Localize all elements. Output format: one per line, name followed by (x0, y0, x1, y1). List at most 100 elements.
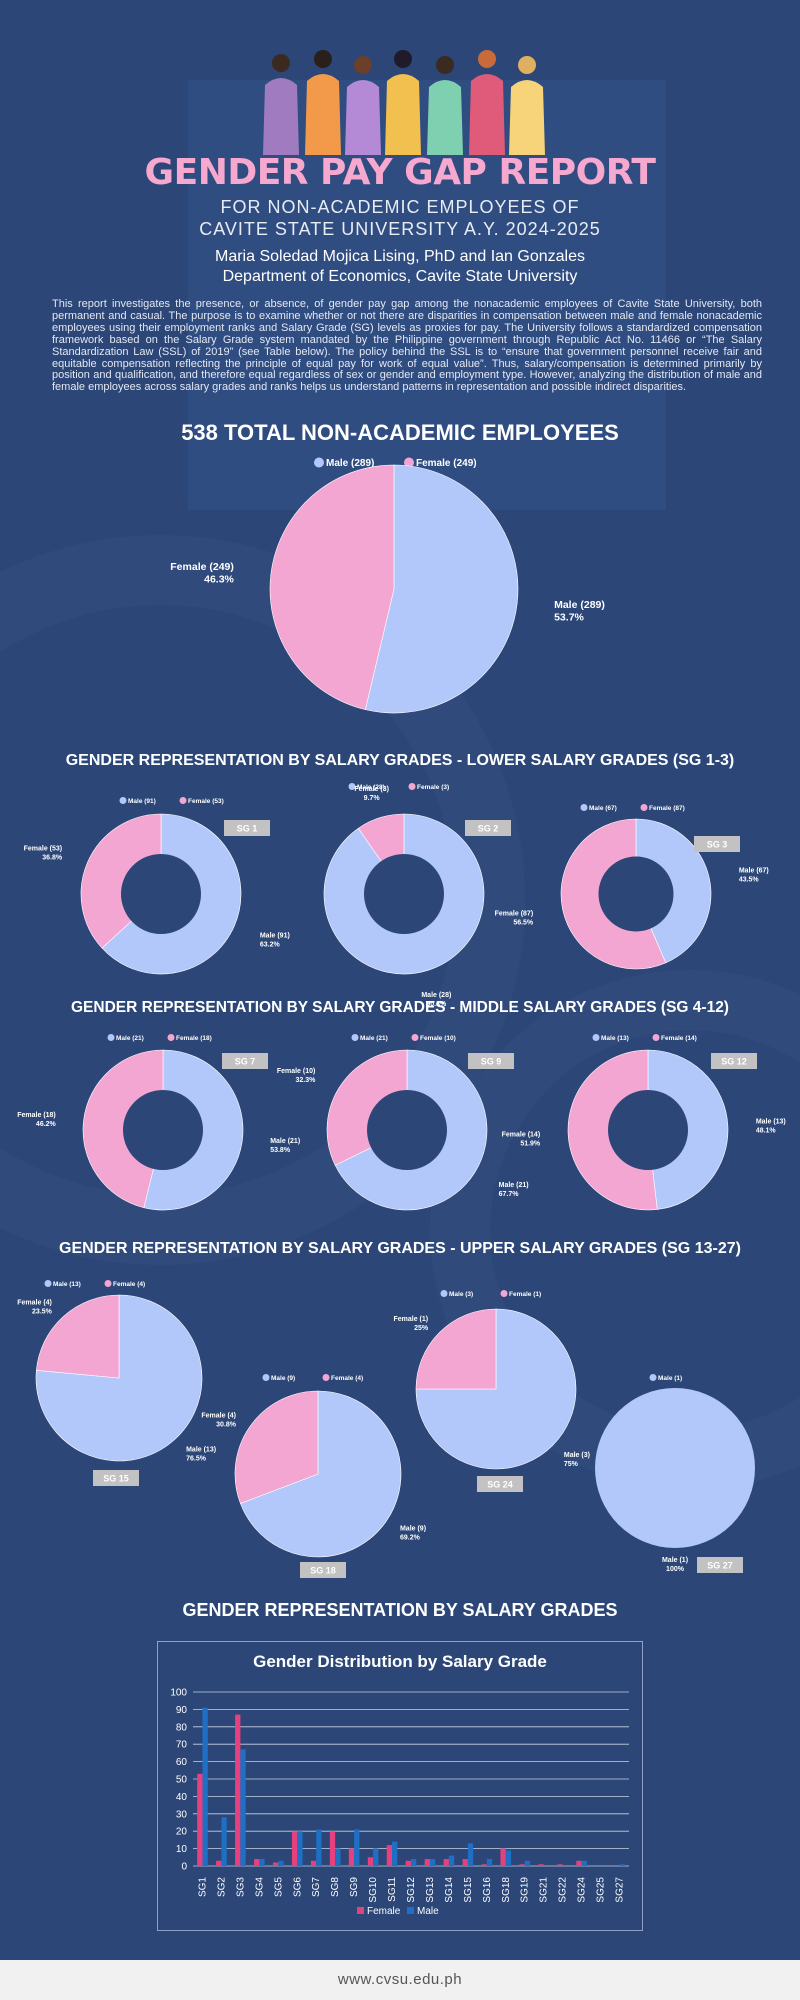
bar-female (481, 1864, 487, 1866)
pie-slice-male (364, 464, 519, 714)
pie-slice-male (595, 1388, 755, 1548)
slice-percent: 43.5% (739, 877, 760, 884)
legend-swatch (107, 1034, 115, 1041)
x-tick-label: SG21 (539, 1877, 550, 1903)
sg-badge (694, 836, 740, 852)
bar-male (411, 1859, 417, 1866)
slice-percent: 48.1% (756, 1128, 777, 1135)
donut-hole (598, 856, 674, 932)
bar-female (462, 1859, 468, 1866)
bar-chart: Gender Distribution by Salary Grade 0 10 20… (170, 1652, 629, 1917)
pie-chart-3: Male (67) Female (87) Male (67) 43.5% Female… (495, 804, 769, 970)
authors-line1: Maria Soledad Mojica Lising, PhD and Ian… (215, 248, 585, 265)
bar-male (505, 1850, 512, 1866)
slice-percent: 30.8% (216, 1421, 237, 1428)
bar-legend-swatch (357, 1907, 364, 1914)
y-tick-label: 30 (176, 1809, 188, 1820)
slice-percent: 53.7% (554, 611, 584, 623)
footer-url[interactable]: www.cvsu.edu.ph (0, 1960, 800, 2000)
slice-label: Male (3) (564, 1452, 590, 1459)
pie-slice-female (415, 1308, 497, 1390)
legend-swatch (262, 1374, 270, 1381)
y-tick-label: 80 (176, 1722, 188, 1733)
pie-chart-8: Male (9) Female (4) Male (9) 69.2% Female (4… (201, 1374, 426, 1578)
legend-swatch (411, 1034, 419, 1041)
total-employees-title: 538 TOTAL NON-ACADEMIC EMPLOYEES (181, 420, 619, 445)
legend-label: Female (18) (176, 1035, 212, 1042)
legend-swatch (119, 797, 127, 804)
sg-badge (468, 1053, 514, 1069)
legend-swatch (104, 1280, 112, 1287)
pie-chart-2: Male (28) Female (3)Male (28)90.3%Female … (323, 783, 511, 1008)
x-tick-label: SG13 (425, 1877, 436, 1903)
bar-legend-label: Female (367, 1906, 401, 1917)
slice-percent: 25% (414, 1325, 429, 1332)
x-tick-label: SG6 (292, 1877, 303, 1897)
bar-female (500, 1848, 506, 1866)
legend-label: Female (14) (661, 1035, 697, 1042)
bar-male (278, 1860, 284, 1866)
sg-badge-label: SG 24 (487, 1480, 513, 1490)
bar-male (202, 1707, 208, 1866)
x-tick-label: SG1 (197, 1877, 208, 1897)
x-tick-label: SG10 (368, 1877, 379, 1903)
report-subtitle-line2: CAVITE STATE UNIVERSITY A.Y. 2024-2025 (199, 219, 601, 239)
sg-badge-label: SG 9 (481, 1057, 502, 1067)
y-tick-label: 10 (176, 1844, 188, 1855)
x-tick-label: SG4 (254, 1877, 265, 1897)
slice-percent: 46.3% (204, 574, 234, 586)
bar-male (335, 1848, 341, 1866)
bar-female (443, 1859, 449, 1866)
bar-female (291, 1831, 298, 1866)
pie-slice-female (36, 1294, 120, 1379)
bar-female (367, 1857, 374, 1866)
pie-chart-10: Male (1) Male (1) 100% SG 27 (595, 1374, 755, 1573)
y-tick-label: 70 (176, 1740, 188, 1751)
sg-badge (711, 1053, 757, 1069)
slice-label: Male (13) (756, 1119, 786, 1126)
pie-chart-4: Male (21) Female (18) Male (21) 53.8% Female… (17, 1034, 300, 1211)
legend-swatch (592, 1034, 600, 1041)
bar-female (538, 1864, 544, 1866)
bar-female (557, 1864, 563, 1866)
sg-badge (93, 1470, 139, 1486)
slice-label: Male (67) (739, 868, 769, 875)
x-tick-label: SG2 (216, 1877, 227, 1897)
slice-label: Female (18) (17, 1112, 56, 1119)
x-tick-label: SG27 (615, 1877, 626, 1903)
all-grades-title: GENDER REPRESENTATION BY SALARY GRADES (182, 1600, 618, 1620)
bar-female (576, 1860, 582, 1866)
bar-female (216, 1860, 222, 1866)
slice-percent: 67.7% (499, 1191, 520, 1198)
pie-chart-0: Male (289) Female (249)Male (289)53.7%Fem… (170, 457, 605, 714)
legend-swatch (404, 457, 414, 468)
slice-percent: 9.7% (364, 795, 381, 802)
slice-label: Male (9) (400, 1526, 426, 1533)
bar-male (373, 1848, 379, 1866)
y-tick-label: 60 (176, 1757, 188, 1768)
pie-chart-1: Male (91) Female (53) Male (91) 63.2% Female… (24, 797, 290, 975)
pie-chart-6: Male (13) Female (14) Male (13) 48.1% Female… (502, 1034, 786, 1211)
slice-label: Female (3) (354, 786, 389, 793)
legend-swatch (314, 457, 324, 468)
sg-badge (300, 1562, 346, 1578)
slice-label: Female (4) (17, 1299, 52, 1306)
x-tick-label: SG3 (235, 1877, 246, 1897)
pie-slice-male (647, 1049, 729, 1210)
x-tick-label: SG25 (596, 1877, 607, 1903)
y-tick-label: 100 (170, 1688, 187, 1699)
slice-label: Male (289) (554, 599, 605, 611)
donut-hole (121, 854, 201, 934)
report-title: GENDER PAY GAP REPORT (144, 152, 656, 193)
pie-slice-female (269, 464, 395, 710)
legend-swatch (408, 783, 416, 790)
pie-slice-female (80, 813, 162, 949)
legend-swatch (440, 1290, 448, 1297)
legend-swatch (348, 783, 356, 790)
y-tick-label: 20 (176, 1827, 188, 1838)
sg-badge-label: SG 18 (310, 1566, 336, 1576)
y-tick-label: 40 (176, 1792, 188, 1803)
slice-label: Female (1) (393, 1316, 428, 1323)
legend-swatch (500, 1290, 508, 1297)
bar-male (221, 1817, 227, 1866)
